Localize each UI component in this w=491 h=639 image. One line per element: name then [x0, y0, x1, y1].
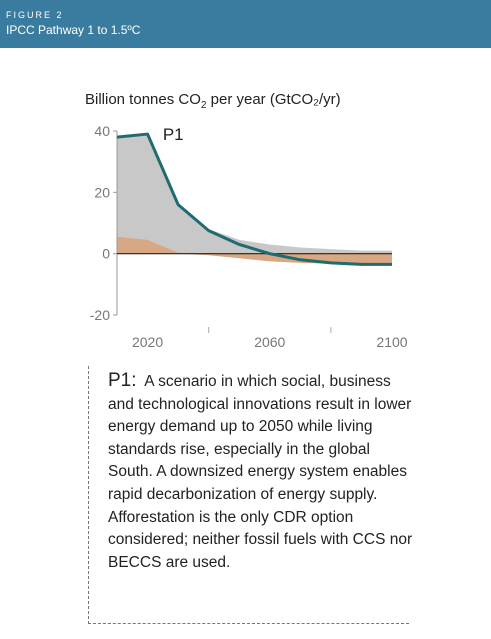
chart-title-sub: 2: [200, 100, 207, 111]
x-tick-label: 2100: [376, 334, 407, 350]
figure-title: IPCC Pathway 1 to 1.5ºC: [6, 23, 141, 37]
net-emissions-line: [116, 132, 392, 266]
gray-emissions-area: [117, 134, 392, 254]
emissions-chart: 40 20 0 -20 2020 2060 2100 P1: [90, 123, 408, 350]
chart-title-suffix: per year (GtCO₂/yr): [206, 91, 341, 108]
x-tick-label: 2020: [132, 334, 163, 350]
description-border: [88, 366, 409, 624]
description-heading: P1:: [108, 370, 137, 391]
y-tick-label: 40: [94, 123, 110, 139]
y-tick-label: 0: [102, 246, 110, 262]
figure-label: FIGURE 2: [6, 10, 64, 20]
x-tick-label: 2060: [254, 334, 285, 350]
y-tick-label: 20: [94, 184, 110, 200]
tan-area-positive: [117, 236, 392, 254]
figure-header: FIGURE 2 IPCC Pathway 1 to 1.5ºC: [0, 0, 491, 48]
y-tick-label: -20: [90, 307, 110, 323]
description-text: A scenario in which social, business and…: [108, 373, 413, 571]
chart-title-prefix: Billion tonnes CO: [85, 91, 201, 108]
chart-title: Billion tonnes CO2 per year (GtCO₂/yr): [85, 91, 341, 111]
p1-annotation: P1: [163, 125, 184, 144]
description: P1: A scenario in which social, business…: [108, 370, 418, 574]
